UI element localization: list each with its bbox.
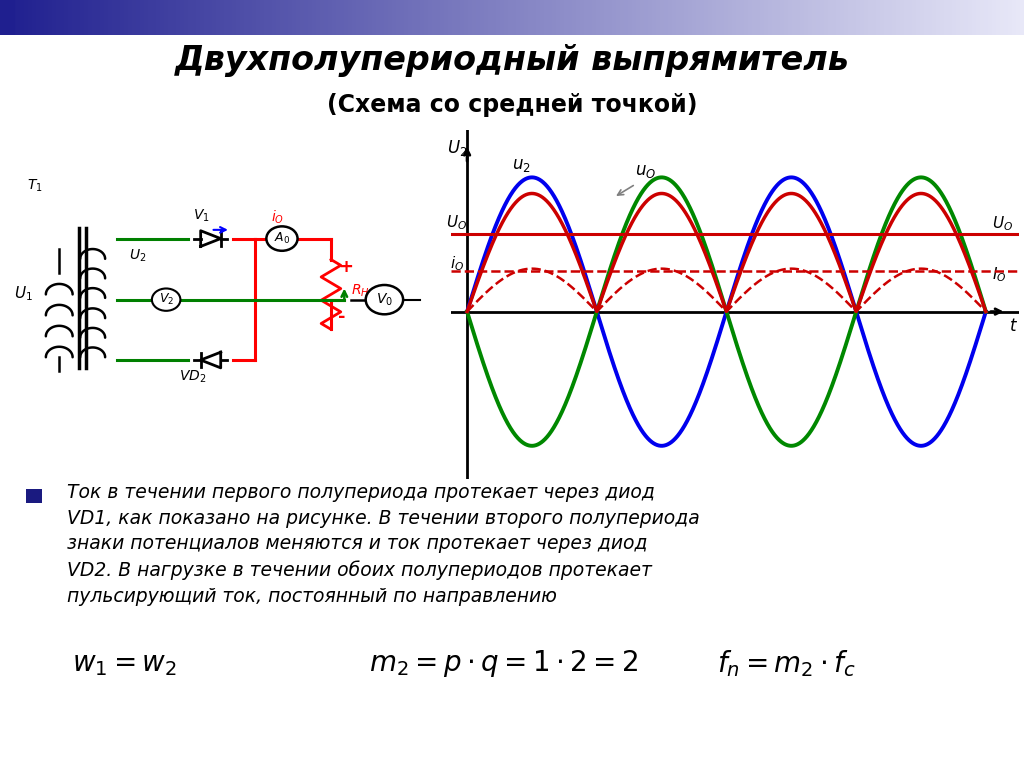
Text: $I_O$: $I_O$: [992, 265, 1007, 284]
Bar: [0, 0, 15, 35]
Text: Ток в течении первого полупериода протекает через диод
VD1, как показано на рису: Ток в течении первого полупериода протек…: [67, 483, 699, 606]
Text: $w_1 = w_2$: $w_1 = w_2$: [72, 650, 177, 678]
Text: $U_O$: $U_O$: [992, 214, 1013, 233]
Text: $u_O$: $u_O$: [636, 162, 656, 179]
Text: $U_1$: $U_1$: [14, 284, 33, 303]
Text: $f_n = m_2 \cdot f_c$: $f_n = m_2 \cdot f_c$: [717, 648, 856, 680]
Circle shape: [366, 285, 403, 314]
Text: $m_2 = p \cdot q = 1 \cdot 2 = 2$: $m_2 = p \cdot q = 1 \cdot 2 = 2$: [369, 648, 638, 680]
Text: $U_O$: $U_O$: [446, 214, 467, 232]
Text: $i_O$: $i_O$: [271, 208, 284, 225]
Text: $u_2$: $u_2$: [512, 156, 530, 174]
Text: (Схема со средней точкой): (Схема со средней точкой): [327, 93, 697, 117]
Text: $R_H$: $R_H$: [351, 282, 370, 299]
Text: Двухполупериодный выпрямитель: Двухполупериодный выпрямитель: [174, 44, 850, 77]
Circle shape: [266, 226, 298, 251]
Text: -: -: [338, 308, 345, 326]
Circle shape: [152, 288, 180, 311]
Text: $V_0$: $V_0$: [376, 291, 393, 308]
Text: +: +: [338, 258, 352, 276]
Text: $t$: $t$: [1009, 317, 1018, 335]
Text: $VD_2$: $VD_2$: [179, 369, 207, 385]
Bar: [26, 489, 42, 503]
Text: $T_1$: $T_1$: [27, 178, 43, 194]
Text: $U_2$: $U_2$: [128, 248, 145, 264]
Text: $U_2$: $U_2$: [446, 138, 467, 158]
Text: $i_O$: $i_O$: [450, 254, 464, 272]
Text: $A_0$: $A_0$: [273, 231, 290, 246]
Text: $V_1$: $V_1$: [194, 207, 210, 224]
Text: $V_2$: $V_2$: [159, 292, 174, 308]
